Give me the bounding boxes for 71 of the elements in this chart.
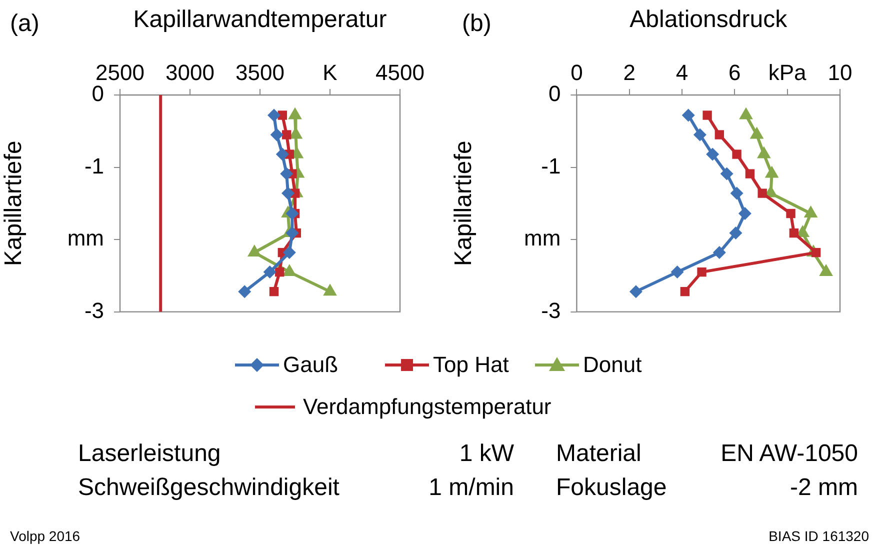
point <box>786 208 796 218</box>
y-tick-label: -3 <box>541 298 561 323</box>
point <box>629 285 642 298</box>
point <box>758 188 767 198</box>
legend-label: Donut <box>583 352 642 378</box>
point <box>682 108 695 122</box>
text: 1 m/min <box>428 474 514 502</box>
point <box>282 246 296 260</box>
point <box>278 110 287 120</box>
text: Fokuslage <box>556 474 667 502</box>
text: EN AW-1050 <box>720 440 858 468</box>
x-tick-label: 4500 <box>376 60 424 85</box>
point <box>789 228 799 238</box>
point <box>680 286 690 296</box>
text: (b) <box>462 10 492 38</box>
y-tick-label: -1 <box>84 153 104 178</box>
y-axis-title: Kapillartiefe <box>0 140 28 266</box>
point <box>270 128 284 142</box>
point <box>275 267 284 277</box>
text: Material <box>556 440 642 468</box>
point <box>269 286 279 296</box>
point <box>693 128 706 142</box>
text: 1 kW <box>459 440 514 468</box>
x-tick-label: 2 <box>623 60 636 85</box>
x-tick-label: K <box>322 60 338 85</box>
point <box>732 150 742 159</box>
x-tick-label: 3000 <box>166 60 214 85</box>
point <box>286 226 299 240</box>
point <box>268 108 280 122</box>
text: -2 mm <box>790 474 858 502</box>
point <box>745 169 755 178</box>
text: Laserleistung <box>78 440 221 468</box>
x-tick-label: 10 <box>828 60 852 85</box>
legend-label: Top Hat <box>433 352 509 378</box>
legend-label: Gauß <box>283 352 338 378</box>
point <box>712 246 726 260</box>
x-tick-label: 6 <box>728 60 741 85</box>
y-axis-title: Kapillartiefe <box>450 140 478 266</box>
x-tick-label: 4 <box>676 60 688 85</box>
point <box>697 267 706 277</box>
point <box>263 266 276 279</box>
x-tick-label: kPa <box>768 60 808 85</box>
point <box>286 207 299 220</box>
text: Volpp 2016 <box>10 528 80 544</box>
point <box>276 148 289 161</box>
y-tick-label: -1 <box>541 153 561 178</box>
point <box>282 130 292 140</box>
y-tick-label: 0 <box>548 81 561 106</box>
point <box>720 167 734 180</box>
point <box>729 226 742 240</box>
x-axis-title: Kapillarwandtemperatur <box>133 6 387 34</box>
point <box>730 186 744 200</box>
text: (a) <box>10 10 40 38</box>
x-tick-label: 3500 <box>236 60 284 85</box>
point <box>706 148 720 161</box>
point <box>714 130 724 140</box>
x-axis-title: Ablationsdruck <box>630 6 788 34</box>
y-tick-label: mm <box>67 226 104 251</box>
y-tick-label: mm <box>524 226 561 251</box>
legend-label: Verdampfungstemperatur <box>303 394 552 420</box>
y-tick-label: -3 <box>84 298 104 323</box>
text: BIAS ID 161320 <box>768 528 869 544</box>
point <box>238 285 252 298</box>
point <box>702 110 712 120</box>
x-tick-label: 0 <box>570 60 583 85</box>
point <box>738 207 752 220</box>
point <box>282 186 294 200</box>
point <box>670 266 684 279</box>
text: Schweißgeschwindigkeit <box>78 474 340 502</box>
point <box>280 167 294 180</box>
point <box>811 248 821 258</box>
